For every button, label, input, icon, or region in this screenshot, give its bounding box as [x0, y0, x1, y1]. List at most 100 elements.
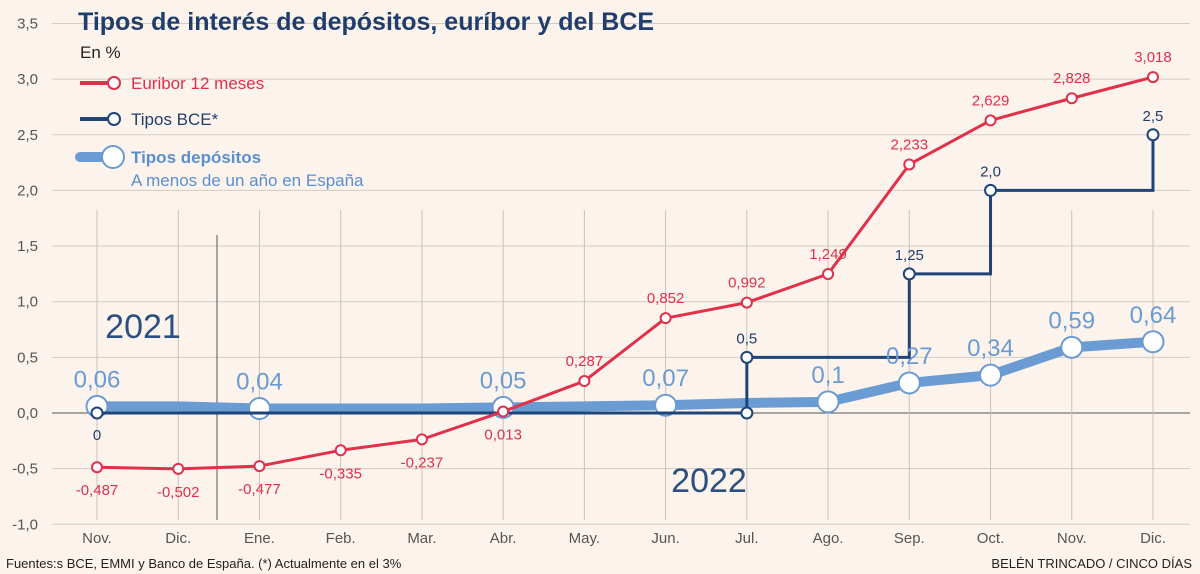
year-label-2022: 2022 [671, 462, 747, 500]
bce-label: 0 [93, 427, 101, 444]
source-note: Fuentes:s BCE, EMMI y Banco de España. (… [6, 556, 402, 571]
x-tick-label: Nov. [1057, 530, 1087, 547]
chart-title: Tipos de interés de depósitos, euríbor y… [78, 8, 654, 36]
euribor-label: 0,852 [647, 290, 685, 307]
euribor-label: -0,502 [157, 484, 200, 501]
bce-point [1146, 128, 1160, 142]
euribor-label: -0,487 [76, 482, 119, 499]
depositos-label: 0,64 [1130, 302, 1177, 329]
bce-point [902, 267, 916, 281]
series-tipos-bce [90, 128, 1160, 420]
x-tick-label: Jul. [735, 530, 758, 547]
euribor-point [659, 312, 672, 325]
y-tick-label: -0,5 [12, 461, 38, 478]
x-tick-label: Feb. [326, 530, 356, 547]
y-axis: 3,5 3,0 2,5 2,0 1,5 1,0 0,5 0,0 -0,5 -1,0 [12, 15, 38, 533]
y-tick-label: 2,0 [17, 182, 38, 199]
legend-item-bce: Tipos BCE* [80, 110, 219, 129]
legend-marker-euribor [107, 76, 121, 90]
x-axis: Nov. Dic. Ene. Feb. Mar. Abr. May. Jun. Jul. Ago.… [82, 530, 1166, 547]
euribor-point [822, 267, 835, 280]
series-euribor [91, 71, 1159, 475]
euribor-label: 2,828 [1053, 70, 1091, 87]
euribor-point [334, 444, 347, 457]
depositos-point [247, 397, 271, 421]
euribor-label: 0,287 [566, 353, 604, 370]
euribor-point [497, 405, 510, 418]
euribor-point [253, 460, 266, 473]
bce-point [740, 406, 754, 420]
euribor-label: 0,992 [728, 275, 766, 292]
y-tick-label: 3,0 [17, 71, 38, 88]
depositos-point [654, 393, 678, 417]
legend-label-depositos: Tipos depósitos [131, 148, 261, 167]
legend-marker-depositos [101, 145, 125, 169]
x-tick-label: Dic. [165, 530, 191, 547]
depositos-line [92, 336, 1158, 414]
bce-point [740, 350, 754, 364]
bce-label: 1,25 [895, 247, 924, 264]
bce-label: 2,0 [980, 163, 1001, 180]
y-tick-label: 3,5 [17, 15, 38, 32]
euribor-point [903, 158, 916, 171]
legend-sublabel-depositos: A menos de un año en España [131, 171, 364, 190]
legend-item-depositos: Tipos depósitos A menos de un año en Esp… [75, 145, 364, 190]
bce-step-line [97, 134, 1155, 415]
x-tick-label: Ene. [244, 530, 275, 547]
depositos-label: 0,04 [236, 369, 283, 396]
euribor-point [91, 461, 103, 474]
y-tick-label: 2,5 [17, 127, 38, 144]
euribor-label: -0,477 [238, 481, 281, 498]
euribor-point [984, 114, 997, 127]
series-tipos-depositos [85, 330, 1165, 421]
euribor-label: 3,018 [1134, 49, 1172, 66]
credit: BELÉN TRINCADO / CINCO DÍAS [991, 556, 1192, 571]
legend-marker-bce [107, 112, 121, 126]
euribor-point [578, 375, 591, 388]
legend: Euribor 12 meses Tipos BCE* Tipos depósi… [75, 74, 364, 190]
euribor-point [740, 296, 753, 309]
x-tick-label: Ago. [813, 530, 844, 547]
euribor-label: 2,629 [972, 92, 1010, 109]
y-tick-label: 0,0 [17, 405, 38, 422]
euribor-point [415, 433, 428, 446]
euribor-point [1065, 92, 1078, 105]
x-tick-label: Nov. [82, 530, 112, 547]
euribor-label: 1,249 [809, 246, 847, 263]
x-tick-label: Abr. [490, 530, 517, 547]
x-tick-label: Sep. [894, 530, 925, 547]
bce-point [984, 183, 998, 197]
bce-label: 2,5 [1143, 108, 1164, 125]
euribor-label: 2,233 [891, 136, 929, 153]
legend-label-euribor: Euribor 12 meses [131, 74, 264, 93]
y-tick-label: 0,5 [17, 349, 38, 366]
depositos-point [979, 363, 1003, 387]
x-tick-label: Dic. [1140, 530, 1166, 547]
depositos-label: 0,05 [480, 367, 527, 394]
depositos-label: 0,1 [811, 362, 844, 389]
euribor-label: -0,237 [401, 454, 444, 471]
y-tick-label: 1,5 [17, 238, 38, 255]
x-tick-label: Jun. [651, 530, 679, 547]
euribor-point [172, 462, 185, 475]
depositos-label: 0,59 [1048, 307, 1095, 334]
y-tick-label: -1,0 [12, 516, 38, 533]
depositos-label: 0,34 [967, 335, 1014, 362]
depositos-label: 0,27 [886, 343, 933, 370]
euribor-line [96, 75, 1154, 471]
depositos-label: 0,06 [74, 366, 121, 393]
legend-item-euribor: Euribor 12 meses [80, 74, 264, 93]
x-tick-label: Oct. [977, 530, 1005, 547]
data-labels: 0,06 0,04 0,05 0,07 0,1 0,27 0,34 0,59 0,64 0 0,5 1… [74, 49, 1177, 501]
y-tick-label: 1,0 [17, 294, 38, 311]
euribor-label: 0,013 [484, 427, 522, 444]
x-tick-label: May. [569, 530, 600, 547]
depositos-point [1060, 335, 1084, 359]
depositos-label: 0,07 [642, 365, 689, 392]
grid [52, 22, 1190, 525]
depositos-point [816, 390, 840, 414]
chart-subtitle: En % [80, 43, 121, 62]
x-tick-label: Mar. [407, 530, 436, 547]
depositos-point [1141, 330, 1165, 354]
depositos-point [897, 371, 921, 395]
